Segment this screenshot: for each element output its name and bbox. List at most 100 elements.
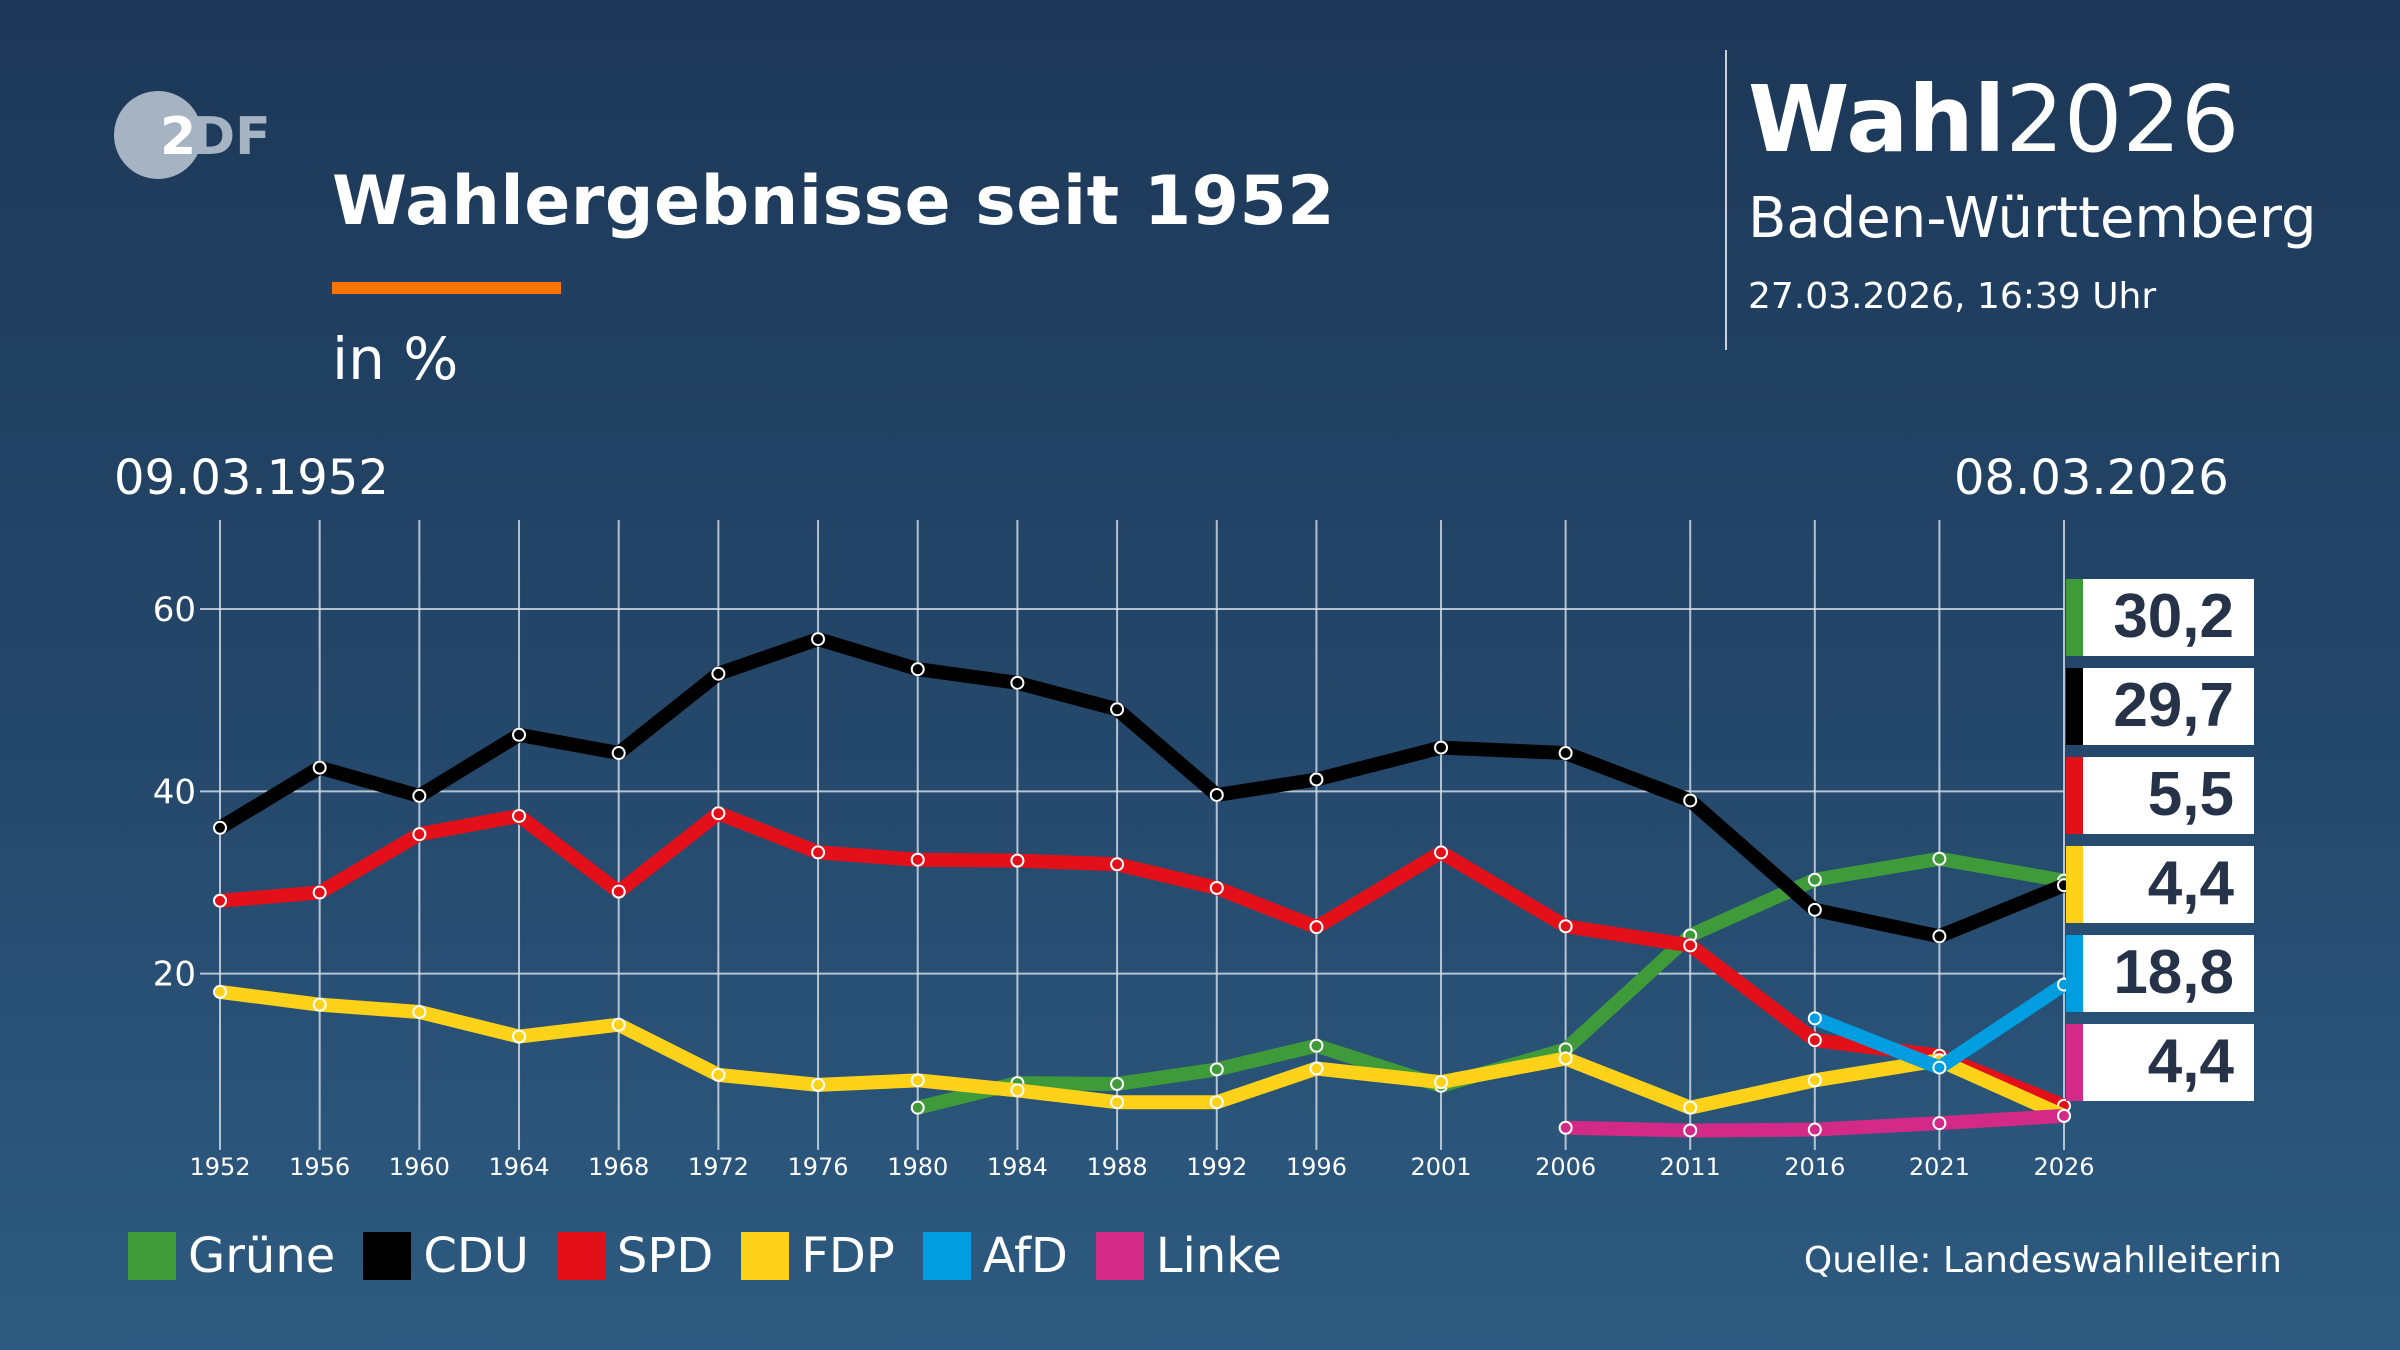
y-tick-label: 40 bbox=[153, 772, 196, 812]
legend-label: CDU bbox=[423, 1228, 529, 1284]
data-point-fdp bbox=[1558, 1051, 1573, 1066]
data-point-linke bbox=[1558, 1120, 1573, 1135]
series-line-spd bbox=[219, 806, 2067, 1113]
data-point-fdp bbox=[611, 1017, 626, 1032]
date-end: 08.03.2026 bbox=[1954, 450, 2229, 506]
data-point-spd bbox=[512, 808, 527, 823]
data-point-cdu bbox=[811, 632, 826, 647]
data-point-afd bbox=[1807, 1011, 1822, 1026]
data-point-spd bbox=[1309, 920, 1324, 935]
data-point-fdp bbox=[213, 984, 227, 999]
data-point-cdu bbox=[711, 666, 726, 681]
data-point-linke bbox=[1807, 1122, 1822, 1137]
x-tick-label: 1976 bbox=[788, 1153, 849, 1181]
x-tick-label: 2026 bbox=[2033, 1153, 2094, 1181]
x-tick-label: 1964 bbox=[488, 1153, 549, 1181]
data-point-cdu bbox=[1309, 772, 1324, 787]
data-point-fdp bbox=[1807, 1073, 1822, 1088]
data-point-cdu bbox=[213, 820, 227, 835]
data-point-spd bbox=[1110, 857, 1125, 872]
x-tick-label: 1996 bbox=[1286, 1153, 1347, 1181]
data-point-cdu bbox=[1807, 902, 1822, 917]
legend-item: FDP bbox=[741, 1228, 895, 1284]
data-point-cdu bbox=[1558, 746, 1573, 761]
data-point-spd bbox=[1209, 880, 1224, 895]
x-tick-label: 1952 bbox=[189, 1153, 250, 1181]
legend-item: Linke bbox=[1095, 1228, 1282, 1284]
data-point-gruene bbox=[1110, 1076, 1125, 1091]
data-point-spd bbox=[1807, 1033, 1822, 1048]
x-tick-label: 1960 bbox=[389, 1153, 450, 1181]
data-point-spd bbox=[611, 884, 626, 899]
x-tick-label: 1992 bbox=[1186, 1153, 1247, 1181]
data-point-spd bbox=[1010, 853, 1025, 868]
data-point-afd bbox=[1932, 1060, 1947, 1075]
brand-year: 2026 bbox=[2005, 66, 2240, 173]
value-label: 4,4 bbox=[2147, 1027, 2234, 1096]
data-point-fdp bbox=[1309, 1061, 1324, 1076]
data-point-spd bbox=[711, 806, 726, 821]
data-point-cdu bbox=[1683, 793, 1698, 808]
data-point-spd bbox=[213, 893, 227, 908]
chart-title: Wahlergebnisse seit 1952 bbox=[332, 162, 1336, 241]
legend-swatch bbox=[922, 1232, 971, 1280]
y-tick-label: 60 bbox=[153, 590, 196, 630]
legend-item: CDU bbox=[363, 1228, 529, 1284]
brand-title: Wahl2026 bbox=[1748, 70, 2239, 170]
data-point-fdp bbox=[1683, 1100, 1698, 1115]
data-point-cdu bbox=[611, 746, 626, 761]
legend-label: FDP bbox=[801, 1228, 895, 1284]
legend-item: Grüne bbox=[128, 1228, 335, 1284]
data-point-cdu bbox=[412, 788, 427, 803]
value-label: 18,8 bbox=[2113, 938, 2234, 1007]
date-start: 09.03.1952 bbox=[114, 450, 389, 506]
x-tick-label: 1968 bbox=[588, 1153, 649, 1181]
party-color-strip bbox=[2066, 846, 2083, 923]
data-point-cdu bbox=[1932, 929, 1947, 944]
value-box: 30,2 bbox=[2066, 579, 2254, 656]
party-color-strip bbox=[2066, 668, 2083, 745]
legend-label: Linke bbox=[1155, 1228, 1282, 1284]
series-line-cdu bbox=[216, 632, 2067, 944]
value-label: 29,7 bbox=[2113, 671, 2234, 740]
x-tick-label: 2016 bbox=[1784, 1153, 1845, 1181]
value-box: 29,7 bbox=[2066, 668, 2254, 745]
data-point-cdu bbox=[910, 662, 925, 677]
data-point-fdp bbox=[1434, 1075, 1449, 1090]
legend-item: AfD bbox=[922, 1228, 1068, 1284]
y-tick-label: 20 bbox=[153, 955, 196, 995]
x-tick-label: 1988 bbox=[1087, 1153, 1148, 1181]
data-point-gruene bbox=[1807, 872, 1822, 887]
data-point-cdu bbox=[1209, 787, 1224, 802]
x-tick-label: 2006 bbox=[1535, 1153, 1596, 1181]
legend-label: SPD bbox=[616, 1228, 714, 1284]
x-tick-label: 2021 bbox=[1909, 1153, 1970, 1181]
party-color-strip bbox=[2066, 935, 2083, 1012]
data-point-cdu bbox=[512, 727, 527, 742]
data-point-linke bbox=[1683, 1123, 1698, 1138]
value-label: 4,4 bbox=[2147, 849, 2234, 918]
data-point-spd bbox=[312, 885, 327, 900]
party-color-strip bbox=[2066, 579, 2083, 656]
legend-swatch bbox=[1095, 1232, 1144, 1280]
data-point-spd bbox=[412, 827, 427, 842]
data-point-cdu bbox=[1010, 675, 1025, 690]
data-point-cdu bbox=[1434, 740, 1449, 755]
legend-swatch bbox=[128, 1232, 176, 1280]
party-color-strip bbox=[2066, 757, 2083, 834]
legend: Grüne CDU SPD FDP AfD Linke bbox=[128, 1228, 1310, 1284]
data-point-cdu bbox=[1110, 702, 1125, 717]
x-tick-label: 1980 bbox=[887, 1153, 948, 1181]
legend-swatch bbox=[741, 1232, 790, 1280]
legend-swatch bbox=[363, 1232, 412, 1280]
data-point-linke bbox=[2057, 1108, 2071, 1123]
data-point-spd bbox=[811, 845, 826, 860]
data-point-fdp bbox=[412, 1004, 427, 1019]
header-divider bbox=[1725, 50, 1727, 350]
data-point-cdu bbox=[312, 760, 327, 775]
party-color-strip bbox=[2066, 1024, 2083, 1101]
timestamp: 27.03.2026, 16:39 Uhr bbox=[1748, 276, 2157, 317]
svg-text:DF: DF bbox=[192, 107, 271, 167]
data-point-fdp bbox=[312, 997, 327, 1012]
